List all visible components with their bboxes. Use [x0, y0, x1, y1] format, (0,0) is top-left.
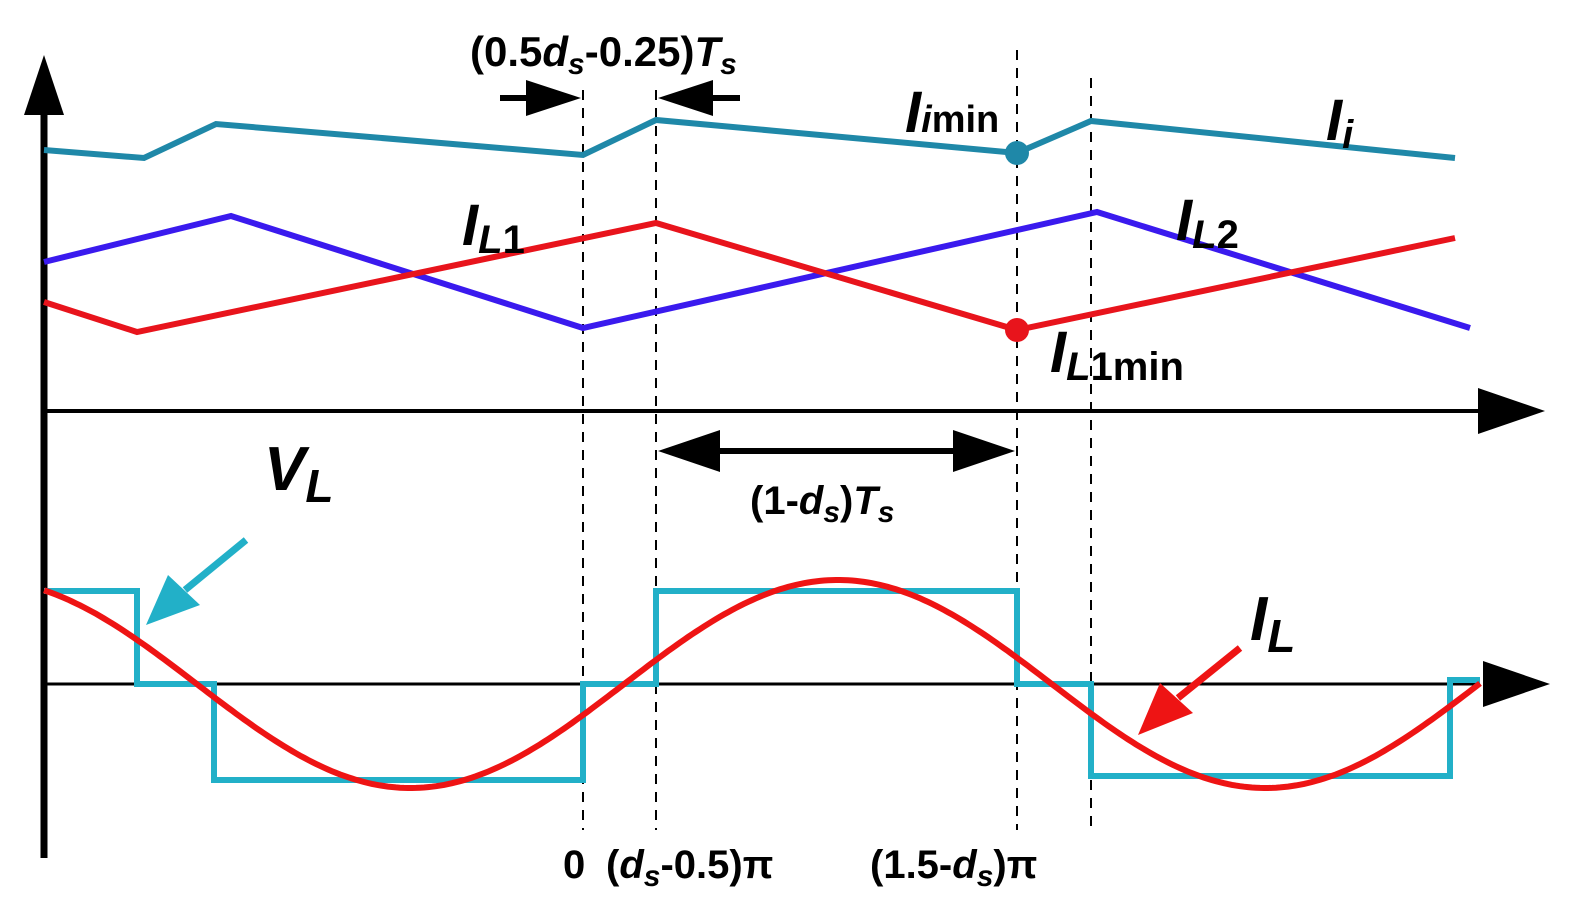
mid-interval-d: d [799, 479, 825, 523]
ii-label: Ii [1326, 88, 1354, 157]
mid-interval-sub-s2: s [878, 496, 895, 529]
mid-interval-open: (1- [750, 479, 799, 523]
il1-waveform [43, 219, 1456, 336]
il1min-sub-rest: 1min [1091, 345, 1184, 389]
top-interval-left-arrowhead [526, 80, 581, 116]
tick-2-d: d [952, 843, 978, 887]
tick-2-s: s [977, 860, 994, 893]
iimin-label: Iimin [905, 80, 999, 145]
vertical-axis-arrowhead [24, 55, 64, 115]
tick-ds-minus-half-pi: (ds-0.5)π [606, 843, 773, 893]
tick-zero: 0 [563, 843, 585, 887]
top-interval-d: d [542, 28, 569, 75]
top-interval-mid: -0.25) [585, 28, 695, 75]
il-pointer-arrowhead [1138, 683, 1193, 735]
iimin-main: I [905, 80, 923, 145]
mid-interval-right-arrowhead [953, 430, 1015, 472]
il-label: IL [1250, 585, 1295, 662]
iimin-sub-min: min [932, 99, 1000, 141]
iimin-sub-i: i [921, 99, 933, 141]
il2-label: IL2 [1176, 188, 1239, 257]
top-interval-open: (0.5 [470, 28, 542, 75]
il1-sub-l: L [478, 218, 502, 262]
mid-interval-left-arrowhead [658, 430, 720, 472]
vl-pointer-shaft [182, 537, 249, 593]
il-pointer-shaft [1175, 645, 1243, 701]
tick-1-rest: -0.5)π [660, 843, 773, 887]
top-interval-label: (0.5ds-0.25)Ts [470, 28, 737, 81]
upper-time-axis-arrowhead [1478, 388, 1545, 434]
il1min-point [1005, 318, 1029, 342]
il-main: I [1250, 585, 1269, 654]
top-interval-right-arrowhead [658, 80, 713, 116]
vl-pointer-arrowhead [146, 575, 200, 625]
il1-main: I [462, 193, 480, 258]
il1min-label: IL1min [1050, 320, 1184, 389]
tick-1-d: d [619, 843, 645, 887]
top-interval-T: T [694, 28, 723, 75]
mid-interval-sub-s: s [823, 496, 840, 529]
il2-sub-l: L [1192, 213, 1216, 257]
tick-2-rest: )π [993, 843, 1037, 887]
ii-sub: i [1342, 113, 1354, 157]
il2-main: I [1176, 188, 1194, 253]
il1-sub-n: 1 [503, 218, 525, 262]
mid-interval-T: T [853, 479, 881, 523]
top-interval-sub-s: s [568, 48, 585, 81]
ii-waveform [43, 116, 1456, 162]
il2-sub-n: 2 [1217, 213, 1239, 257]
il2-waveform [43, 208, 1471, 332]
mid-interval-close: ) [840, 479, 853, 523]
top-interval-sub-s2: s [720, 48, 737, 81]
lower-time-axis-arrowhead [1483, 661, 1550, 707]
tick-2-open: (1.5- [870, 843, 952, 887]
vl-label: VL [264, 435, 333, 512]
il1min-main: I [1050, 320, 1068, 385]
il-sub: L [1267, 610, 1295, 662]
vl-sub: L [305, 460, 333, 512]
tick-1-open: ( [606, 843, 620, 887]
tick-1-s: s [644, 860, 661, 893]
tick-one-half-minus-ds-pi: (1.5-ds)π [870, 843, 1037, 893]
il1-label: IL1 [462, 193, 525, 262]
il-waveform [43, 577, 1482, 791]
iimin-point [1005, 141, 1029, 165]
vl-waveform [44, 588, 1480, 783]
ii-main: I [1326, 88, 1344, 153]
il1min-sub-l: L [1066, 345, 1090, 389]
vl-main: V [264, 435, 310, 504]
mid-interval-label: (1-ds)Ts [750, 479, 894, 529]
